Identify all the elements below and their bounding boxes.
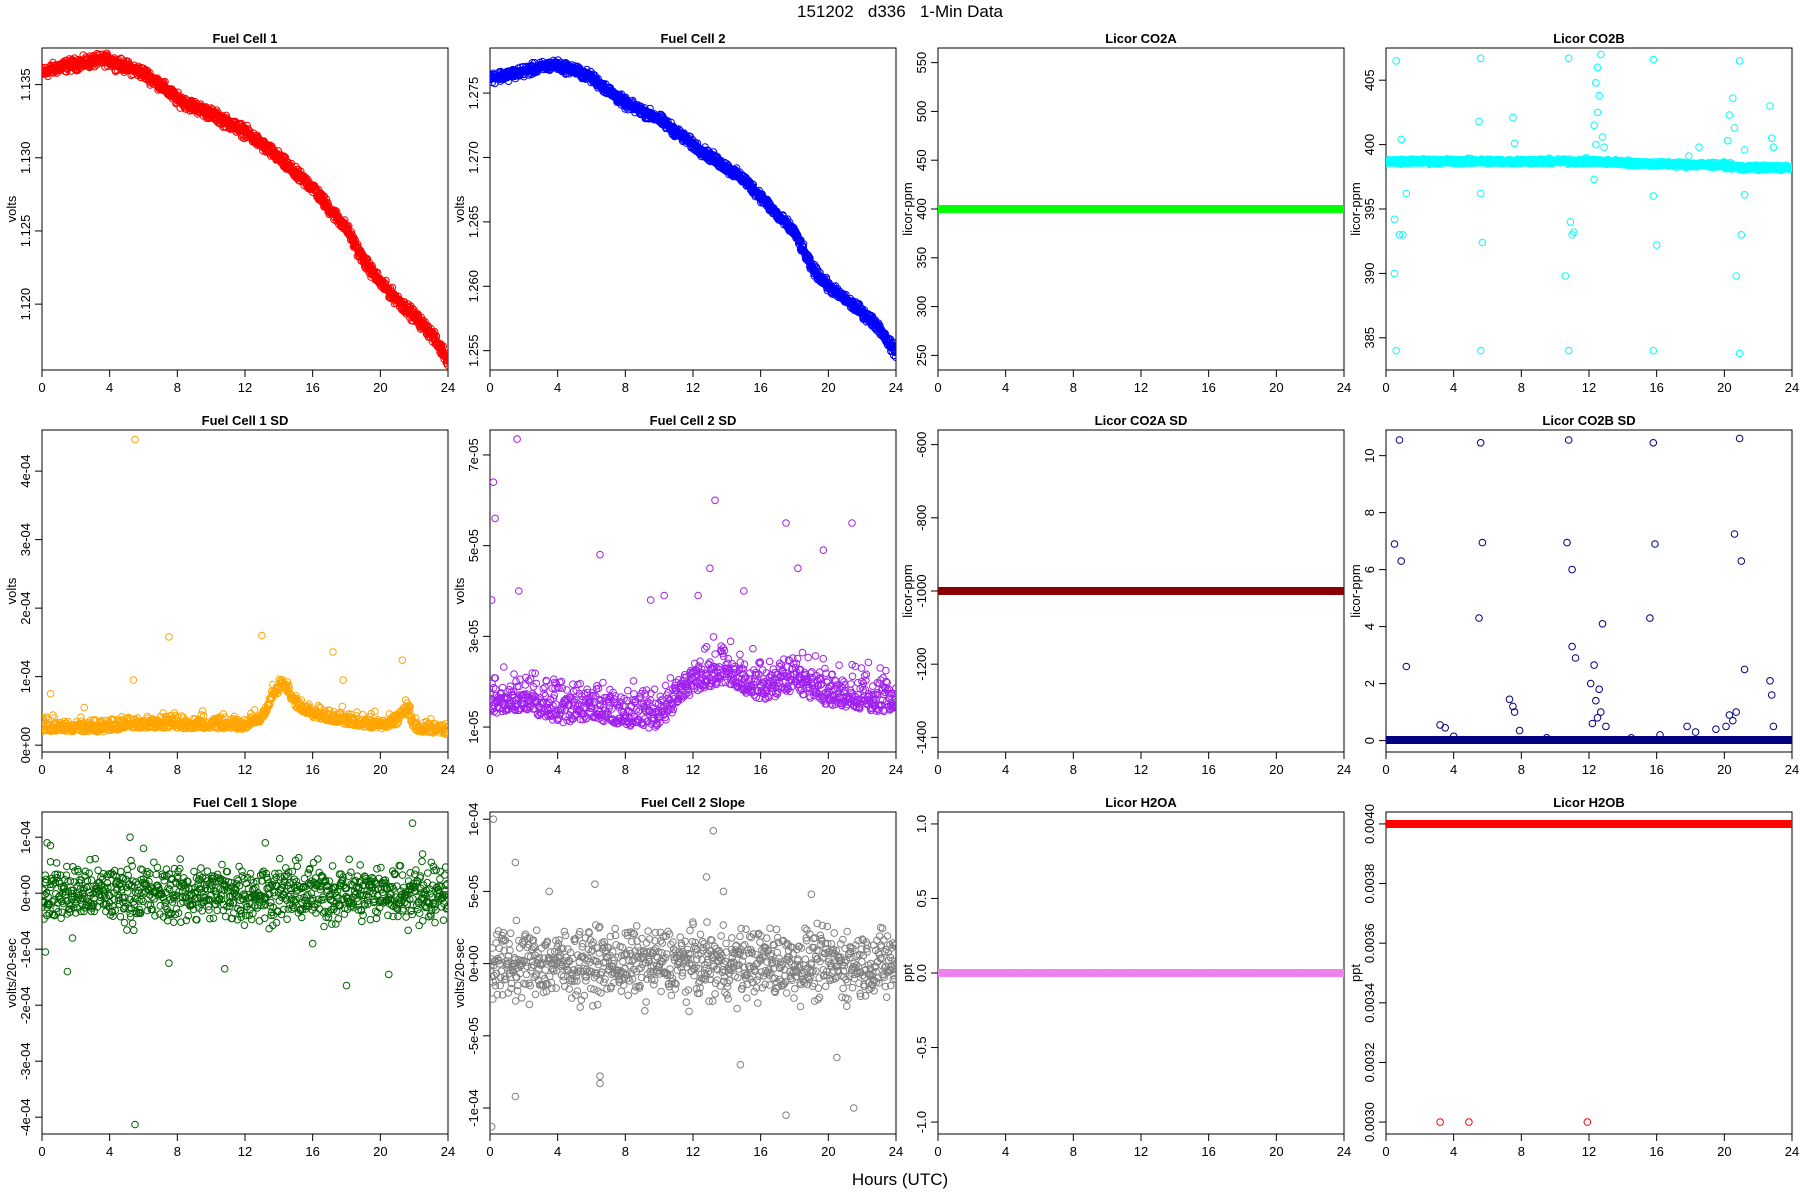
plot-frame — [1385, 47, 1793, 371]
y-tick-label: 405 — [1362, 69, 1377, 91]
panel-title: Licor CO2B — [1553, 31, 1625, 46]
x-tick-label: 16 — [1649, 380, 1663, 395]
x-tick-label: 12 — [686, 380, 700, 395]
y-tick-label: 500 — [914, 101, 929, 123]
panel-1: Fuel Cell 1 0 4 8 12 16 20 24 1.120 1.125 1.130 1.1… — [4, 31, 455, 395]
data-point — [436, 340, 445, 348]
data-point — [281, 153, 290, 162]
y-tick-label: 1.265 — [466, 206, 481, 239]
x-tick-label: 24 — [1337, 380, 1351, 395]
data-point — [430, 328, 439, 336]
panel-title: Fuel Cell 2 — [660, 31, 725, 46]
y-tick-label: 1.135 — [18, 68, 33, 101]
plot-frame — [41, 47, 449, 371]
x-tick-label: 16 — [305, 380, 319, 395]
data-point — [891, 353, 896, 361]
data-points — [42, 49, 448, 369]
data-point — [1340, 205, 1344, 213]
data-point — [161, 77, 169, 86]
x-tick-label: 12 — [1134, 380, 1148, 395]
data-point — [892, 348, 896, 356]
x-tick-label: 8 — [1518, 380, 1525, 395]
panel-4: Licor CO2B 0 4 8 12 16 20 24 385 390 395 400 405 lico… — [1348, 31, 1799, 395]
y-axis-label: volts — [4, 195, 19, 222]
y-tick-label: 1.255 — [466, 334, 481, 367]
x-tick-label: 24 — [889, 380, 903, 395]
y-tick-label: 550 — [914, 52, 929, 74]
y-tick-label: 400 — [914, 198, 929, 220]
x-tick-label: 16 — [1201, 380, 1215, 395]
data-point — [363, 254, 372, 263]
figure-title: 151202 d336 1-Min Data — [796, 2, 1004, 21]
x-tick-label: 0 — [934, 380, 941, 395]
data-point — [382, 276, 390, 285]
data-point — [443, 361, 448, 369]
data-point — [442, 356, 448, 364]
y-tick-label: 350 — [914, 247, 929, 269]
x-tick-label: 4 — [1002, 380, 1009, 395]
y-tick-label: 395 — [1362, 198, 1377, 220]
y-tick-label: 450 — [914, 149, 929, 171]
x-tick-label: 8 — [1070, 380, 1077, 395]
y-tick-label: 1.275 — [466, 77, 481, 110]
panel-3: Licor CO2A 0 4 8 12 16 20 24 250 300 350 400 450 500 5… — [900, 31, 1351, 395]
x-tick-label: 24 — [441, 380, 455, 395]
x-tick-label: 24 — [1785, 380, 1799, 395]
data-point — [860, 306, 869, 314]
data-point — [143, 66, 152, 75]
y-axis-label: volts — [452, 195, 467, 222]
x-tick-label: 0 — [1382, 380, 1389, 395]
data-point — [443, 359, 448, 367]
y-tick-label: 1.130 — [18, 141, 33, 174]
data-point — [806, 254, 814, 262]
y-tick-label: 1.120 — [18, 288, 33, 321]
x-tick-label: 0 — [38, 380, 45, 395]
plot-frame — [489, 47, 897, 371]
data-point — [889, 351, 896, 360]
x-tick-label: 4 — [106, 380, 113, 395]
x-tick-label: 20 — [821, 380, 835, 395]
x-tick-label: 12 — [1582, 380, 1596, 395]
panel-title: Fuel Cell 1 — [212, 31, 277, 46]
y-tick-label: 1.260 — [466, 270, 481, 303]
data-point — [444, 357, 448, 365]
y-tick-label: 400 — [1362, 134, 1377, 156]
x-tick-label: 12 — [238, 380, 252, 395]
data-point — [876, 321, 884, 330]
x-tick-label: 8 — [174, 380, 181, 395]
panel-title: Licor CO2A — [1105, 31, 1177, 46]
data-point — [891, 343, 896, 352]
y-axis-label: licor-ppm — [1348, 182, 1363, 235]
x-tick-label: 0 — [486, 380, 493, 395]
y-tick-label: 300 — [914, 296, 929, 318]
data-points — [1386, 50, 1792, 358]
data-points — [938, 205, 1344, 213]
x-tick-label: 16 — [753, 380, 767, 395]
y-tick-label: 250 — [914, 345, 929, 367]
x-tick-label: 20 — [1269, 380, 1283, 395]
data-points — [490, 56, 896, 361]
data-point — [443, 355, 448, 364]
x-tick-label: 20 — [1717, 380, 1731, 395]
y-tick-label: 385 — [1362, 327, 1377, 349]
y-tick-label: 1.125 — [18, 215, 33, 248]
x-tick-label: 8 — [622, 380, 629, 395]
data-point — [443, 351, 448, 360]
panel-2: Fuel Cell 2 0 4 8 12 16 20 24 1.255 1.260 1.265 1.2… — [452, 31, 903, 395]
y-axis-label: licor-ppm — [900, 182, 915, 235]
data-point — [146, 69, 154, 77]
x-tick-label: 20 — [373, 380, 387, 395]
y-tick-label: 390 — [1362, 263, 1377, 285]
x-tick-label: 4 — [554, 380, 561, 395]
data-point — [324, 199, 332, 207]
x-tick-label: 4 — [1450, 380, 1457, 395]
y-tick-label: 1.270 — [466, 141, 481, 174]
